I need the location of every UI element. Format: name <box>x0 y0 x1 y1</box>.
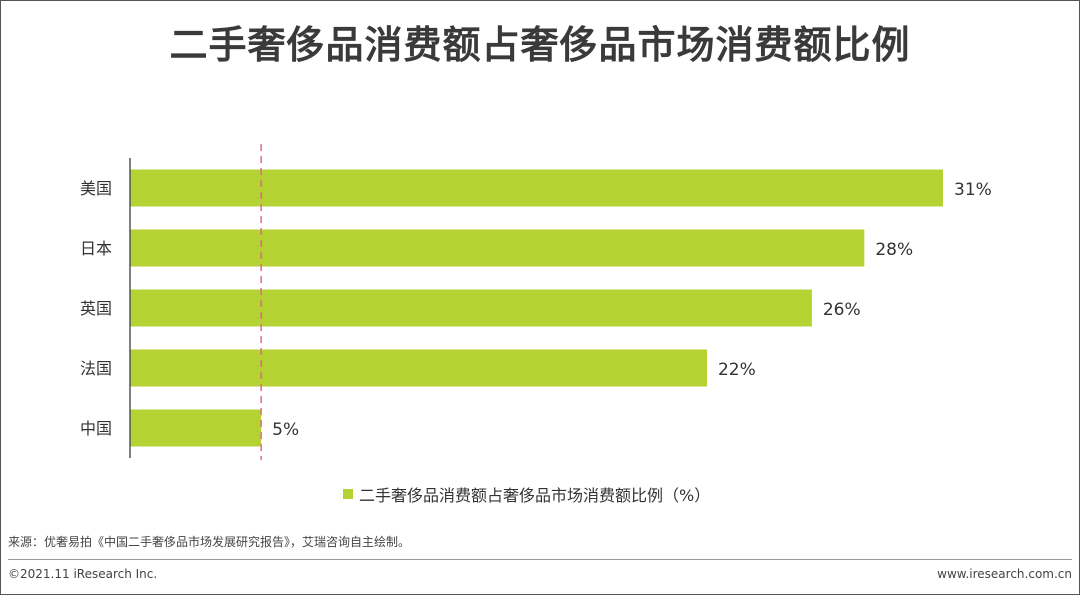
copyright-text: ©2021.11 iResearch Inc. <box>8 567 158 581</box>
bar-chart: 美国 31% 日本 28% 英国 26% 法国 22% 中国 5% <box>80 144 992 460</box>
bar-3 <box>130 349 707 387</box>
legend-swatch <box>343 489 353 499</box>
value-label: 5% <box>272 420 299 440</box>
category-label: 日本 <box>80 239 112 258</box>
category-label: 美国 <box>80 179 112 198</box>
value-label: 28% <box>875 240 913 260</box>
website-text: www.iresearch.com.cn <box>937 567 1072 581</box>
bar-2 <box>130 289 812 327</box>
footer-divider <box>8 559 1072 560</box>
value-label: 22% <box>718 360 756 380</box>
source-note: 来源：优奢易拍《中国二手奢侈品市场发展研究报告》，艾瑞咨询自主绘制。 <box>8 535 411 549</box>
category-label: 英国 <box>80 299 112 318</box>
bar-4 <box>130 409 262 447</box>
category-label: 中国 <box>80 419 112 438</box>
value-label: 26% <box>823 300 861 320</box>
chart-title: 二手奢侈品消费额占奢侈品市场消费额比例 <box>169 23 911 67</box>
bar-1 <box>130 229 865 267</box>
bar-0 <box>130 169 943 207</box>
value-label: 31% <box>954 180 992 200</box>
chart-legend: 二手奢侈品消费额占奢侈品市场消费额比例（%） <box>343 482 710 506</box>
category-label: 法国 <box>80 359 112 378</box>
legend-label: 二手奢侈品消费额占奢侈品市场消费额比例（%） <box>359 486 711 505</box>
